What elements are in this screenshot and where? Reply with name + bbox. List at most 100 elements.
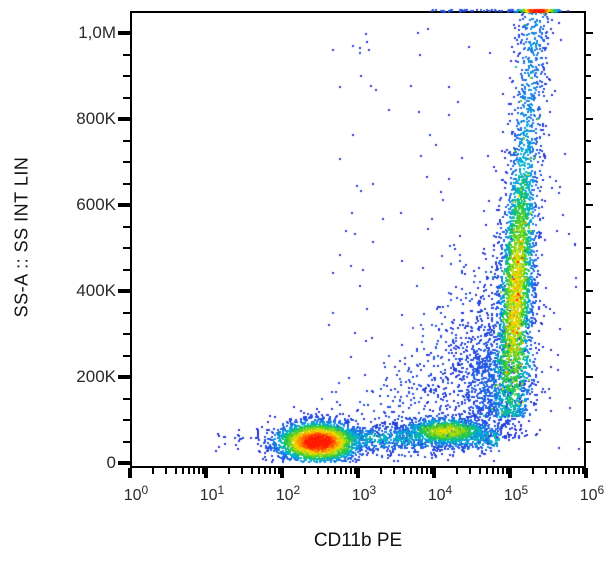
x-minor-tick	[554, 468, 557, 474]
y-right-mirror-tick	[586, 419, 591, 421]
x-minor-tick	[340, 468, 343, 474]
y-tick-label: 400K	[76, 281, 116, 300]
x-tick-base: 10	[275, 487, 294, 504]
x-minor-tick	[581, 468, 584, 474]
y-right-mirror-tick	[586, 118, 593, 120]
x-major-tick	[584, 468, 588, 478]
y-right-mirror-tick	[586, 397, 591, 400]
x-minor-tick	[469, 468, 472, 474]
x-minor-tick	[379, 468, 382, 474]
x-minor-tick	[264, 468, 267, 474]
x-minor-tick	[188, 468, 191, 474]
y-major-tick	[118, 203, 130, 207]
y-right-mirror-tick	[586, 247, 591, 249]
y-right-mirror-tick	[586, 376, 593, 378]
y-right-mirror-tick	[586, 311, 591, 314]
y-minor-tick	[123, 161, 130, 163]
x-minor-tick	[201, 468, 204, 474]
y-minor-tick	[123, 440, 130, 443]
y-minor-tick	[123, 247, 130, 249]
x-tick-exponent: 1	[217, 483, 225, 497]
x-tick-base: 10	[503, 487, 522, 504]
x-minor-tick	[425, 468, 428, 474]
y-minor-tick	[123, 419, 130, 421]
x-minor-tick	[410, 468, 413, 474]
x-major-tick	[432, 468, 436, 478]
x-minor-tick	[345, 468, 348, 474]
x-tick-label: 100	[124, 483, 148, 505]
x-minor-tick	[455, 468, 458, 474]
x-minor-tick	[317, 468, 320, 474]
y-right-mirror-tick	[586, 75, 591, 77]
y-right-mirror-tick	[586, 225, 591, 228]
x-minor-tick	[174, 468, 177, 474]
x-tick-label: 101	[200, 483, 224, 505]
y-tick-label: 200K	[76, 367, 116, 386]
x-tick-exponent: 4	[445, 483, 453, 497]
x-major-tick	[128, 468, 132, 478]
x-minor-tick	[492, 468, 495, 474]
x-tick-exponent: 6	[597, 483, 605, 497]
x-minor-tick	[334, 468, 337, 474]
x-minor-tick	[531, 468, 534, 474]
x-minor-tick	[568, 468, 571, 474]
scatter-density-canvas	[130, 8, 586, 468]
x-major-tick	[356, 468, 360, 478]
x-minor-tick	[303, 468, 306, 474]
x-minor-tick	[402, 468, 405, 474]
x-major-tick	[280, 468, 284, 478]
y-right-mirror-tick	[586, 182, 591, 185]
y-tick-label: 0	[106, 453, 116, 472]
x-minor-tick	[273, 468, 276, 474]
y-minor-tick	[123, 397, 130, 400]
y-right-mirror-tick	[586, 139, 591, 142]
y-major-tick	[118, 461, 130, 465]
y-minor-tick	[123, 268, 130, 271]
y-minor-tick	[123, 225, 130, 228]
y-right-mirror-tick	[586, 354, 591, 357]
x-major-tick	[204, 468, 208, 478]
y-minor-tick	[123, 75, 130, 77]
x-minor-tick	[573, 468, 576, 474]
x-tick-base: 10	[199, 487, 218, 504]
x-tick-exponent: 0	[141, 483, 149, 497]
x-minor-tick	[277, 468, 280, 474]
y-right-mirror-tick	[586, 32, 593, 34]
x-minor-tick	[250, 468, 253, 474]
x-minor-tick	[421, 468, 424, 474]
y-minor-tick	[123, 311, 130, 314]
y-major-tick	[118, 289, 130, 293]
x-tick-label: 105	[504, 483, 528, 505]
x-tick-label: 106	[580, 483, 604, 505]
y-minor-tick	[123, 139, 130, 142]
x-axis-title: CD11b PE	[313, 530, 403, 551]
x-minor-tick	[258, 468, 261, 474]
x-tick-base: 10	[427, 487, 446, 504]
x-minor-tick	[497, 468, 500, 474]
y-major-tick	[118, 117, 130, 121]
y-right-mirror-tick	[586, 268, 591, 271]
x-minor-tick	[182, 468, 185, 474]
x-minor-tick	[486, 468, 489, 474]
y-minor-tick	[123, 96, 130, 99]
x-tick-label: 102	[276, 483, 300, 505]
y-tick-label: 600K	[76, 195, 116, 214]
x-tick-exponent: 3	[369, 483, 377, 497]
y-right-mirror-tick	[586, 53, 591, 56]
y-minor-tick	[123, 53, 130, 56]
x-minor-tick	[241, 468, 244, 474]
x-minor-tick	[227, 468, 230, 474]
x-minor-tick	[269, 468, 272, 474]
x-minor-tick	[501, 468, 504, 474]
x-minor-tick	[416, 468, 419, 474]
y-right-mirror-tick	[586, 96, 591, 99]
x-minor-tick	[326, 468, 329, 474]
x-minor-tick	[197, 468, 200, 474]
y-right-mirror-tick	[586, 204, 593, 206]
x-minor-tick	[349, 468, 352, 474]
x-tick-label: 104	[428, 483, 452, 505]
y-minor-tick	[123, 333, 130, 335]
x-minor-tick	[393, 468, 396, 474]
x-minor-tick	[151, 468, 154, 474]
